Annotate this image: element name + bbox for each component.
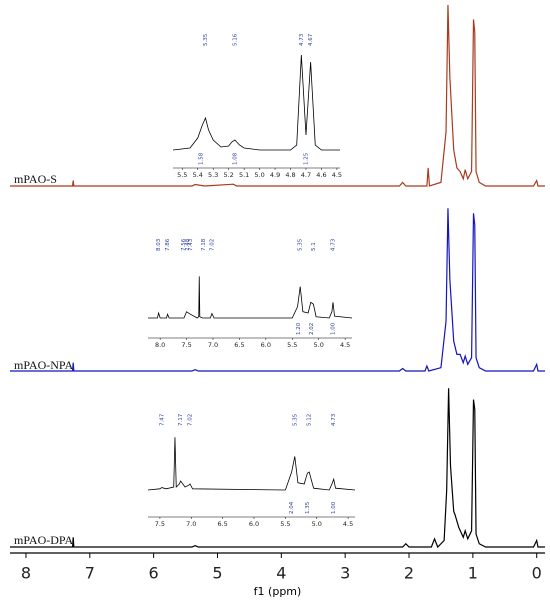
peak-label: 7.56	[181, 238, 187, 251]
x-tick-label: 4.5	[340, 341, 350, 349]
peak-label: 7.47	[159, 413, 165, 426]
x-tick-label: 5.4	[193, 171, 203, 179]
series-label: mPAO-DPA	[14, 533, 73, 547]
peak-label: 7.86	[165, 238, 171, 251]
x-tick-label: 8	[21, 564, 31, 583]
spectrum-line	[172, 54, 340, 151]
peak-label: 7.17	[178, 413, 184, 426]
integral-label: 1.00	[330, 322, 336, 335]
integral-label: 1.08	[232, 152, 238, 165]
x-tick-label: 4.5	[332, 171, 342, 179]
x-tick-label: 5.0	[312, 520, 322, 528]
peak-label: 7.43	[188, 238, 194, 251]
x-tick-label: 6.0	[261, 341, 271, 349]
x-tick-label: 1	[468, 564, 478, 583]
peak-label: 4.73	[299, 33, 305, 46]
peak-label: 7.48	[185, 238, 191, 251]
peak-label: 4.73	[331, 413, 337, 426]
x-tick-label: 6	[149, 564, 159, 583]
peak-label: 7.02	[188, 414, 194, 426]
x-tick-label: 3	[340, 564, 350, 583]
x-tick-label: 5.3	[208, 171, 218, 179]
x-axis-label: f1 (ppm)	[254, 585, 302, 598]
peak-label: 5.35	[203, 33, 209, 46]
integral-label: 1.35	[305, 501, 311, 514]
x-tick-label: 4	[276, 564, 286, 583]
x-tick-label: 4.6	[316, 171, 326, 179]
x-tick-label: 7	[85, 564, 95, 583]
x-tick-label: 4.9	[270, 171, 280, 179]
integral-label: 1.25	[303, 152, 309, 165]
spectrum-line	[10, 208, 545, 372]
x-tick-label: 4.7	[301, 171, 311, 179]
x-tick-label: 7.0	[186, 520, 196, 528]
x-tick-label: 5.5	[287, 341, 297, 349]
x-tick-label: 6.0	[249, 520, 259, 528]
peak-label: 4.67	[308, 33, 314, 46]
integral-label: 2.02	[309, 323, 315, 335]
x-tick-label: 5.0	[254, 171, 264, 179]
x-tick-label: 4.5	[343, 520, 353, 528]
x-tick-label: 7.0	[208, 341, 218, 349]
x-tick-label: 2	[404, 564, 414, 583]
x-tick-label: 5.1	[239, 171, 249, 179]
spectrum-line	[147, 437, 356, 491]
x-tick-label: 5.5	[280, 520, 290, 528]
integral-label: 2.04	[289, 501, 295, 514]
integral-label: 1.58	[198, 152, 204, 165]
series-label: mPAO-S	[14, 172, 57, 186]
peak-label: 5.1	[311, 242, 317, 251]
peak-label: 7.18	[201, 238, 207, 251]
peak-label: 7.02	[209, 239, 215, 251]
peak-label: 4.73	[330, 238, 336, 251]
peak-label: 5.35	[298, 238, 304, 251]
x-tick-label: 5	[212, 564, 222, 583]
x-tick-label: 5.2	[223, 171, 233, 179]
x-tick-label: 4.8	[285, 171, 295, 179]
peak-label: 5.16	[232, 33, 238, 46]
series-label: mPAO-NPA	[14, 358, 73, 372]
x-tick-label: 6.5	[217, 520, 227, 528]
x-tick-label: 6.5	[234, 341, 244, 349]
peak-label: 8.03	[156, 238, 162, 251]
peak-label: 5.35	[292, 413, 298, 426]
spectrum-line	[10, 4, 545, 187]
spectrum-line	[10, 388, 545, 549]
integral-label: 1.00	[331, 501, 337, 514]
peak-label: 5.12	[307, 414, 313, 426]
x-tick-label: 7.5	[155, 520, 165, 528]
x-tick-label: 0	[532, 564, 542, 583]
spectrum-line	[148, 276, 353, 319]
integral-label: 1.20	[296, 322, 302, 335]
x-tick-label: 7.5	[181, 341, 191, 349]
x-tick-label: 5.0	[314, 341, 324, 349]
x-tick-label: 5.5	[177, 171, 187, 179]
x-tick-label: 8.0	[155, 341, 165, 349]
